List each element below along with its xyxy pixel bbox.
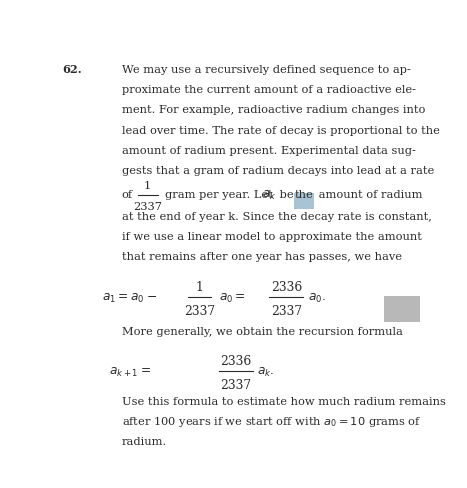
Text: $a_1 = a_0 -$: $a_1 = a_0 -$ [102,292,157,305]
Text: 2337: 2337 [184,305,215,318]
Text: 2337: 2337 [271,305,302,318]
Text: lead over time. The rate of decay is proportional to the: lead over time. The rate of decay is pro… [122,126,439,136]
FancyBboxPatch shape [384,296,428,322]
Text: More generally, we obtain the recursion formula: More generally, we obtain the recursion … [122,327,403,337]
Text: gests that a gram of radium decays into lead at a rate: gests that a gram of radium decays into … [122,166,434,176]
Text: $a_{k+1} =$: $a_{k+1} =$ [109,366,151,379]
Text: after 100 years if we start off with $a_0 = 10$ grams of: after 100 years if we start off with $a_… [122,415,421,429]
Text: We may use a recursively defined sequence to ap-: We may use a recursively defined sequenc… [122,65,410,75]
Text: radium.: radium. [122,437,167,447]
Text: ment. For example, radioactive radium changes into: ment. For example, radioactive radium ch… [122,105,425,116]
Text: amount of radium: amount of radium [315,190,422,201]
Text: Use this formula to estimate how much radium remains: Use this formula to estimate how much ra… [122,397,446,407]
Text: gram per year. Let: gram per year. Let [165,190,276,201]
Text: 2336: 2336 [220,355,251,368]
Text: 1: 1 [196,282,204,294]
Text: that remains after one year has passes, we have: that remains after one year has passes, … [122,252,402,262]
Text: proximate the current amount of a radioactive ele-: proximate the current amount of a radioa… [122,85,416,95]
Text: amount of radium present. Experimental data sug-: amount of radium present. Experimental d… [122,146,416,156]
Text: 62.: 62. [63,64,82,75]
Text: of: of [122,190,133,201]
Text: $a_0.$: $a_0.$ [308,292,326,305]
Text: $a_k$: $a_k$ [262,189,276,203]
Text: at the end of year k. Since the decay rate is constant,: at the end of year k. Since the decay ra… [122,212,432,222]
Text: be: be [276,190,297,201]
Text: 2336: 2336 [271,282,302,294]
Text: 1: 1 [144,181,151,191]
Text: $a_k.$: $a_k.$ [257,366,275,379]
Text: if we use a linear model to approximate the amount: if we use a linear model to approximate … [122,232,422,242]
Text: the: the [295,190,313,201]
Text: 2337: 2337 [220,379,251,391]
Text: 2337: 2337 [133,202,162,212]
FancyBboxPatch shape [294,193,314,209]
Text: $a_0 =$: $a_0 =$ [219,292,246,305]
